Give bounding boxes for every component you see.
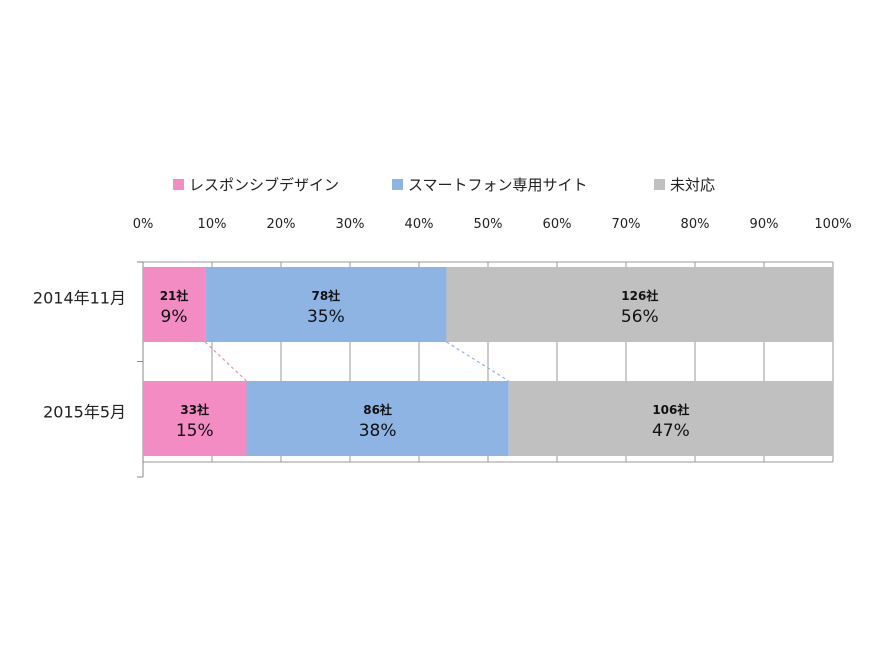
x-tick-label-2: 20% xyxy=(267,217,296,232)
x-tick-label-8: 80% xyxy=(681,217,710,232)
percent-label-2-1: 15% xyxy=(176,421,214,441)
bar-2-1 xyxy=(143,381,247,456)
category-label-2: 2015年5月 xyxy=(43,403,126,422)
bar-1-2 xyxy=(205,267,447,342)
count-label-2-2: 86社 xyxy=(363,402,392,417)
percent-label-1-1: 9% xyxy=(161,307,188,327)
percent-label-2-2: 38% xyxy=(359,421,397,441)
percent-label-1-2: 35% xyxy=(307,307,345,327)
legend-label-1: レスポンシブデザイン xyxy=(189,176,339,194)
x-tick-label-9: 90% xyxy=(750,217,779,232)
x-tick-label-0: 0% xyxy=(133,217,154,232)
percent-label-2-3: 47% xyxy=(652,421,690,441)
legend-swatch-2 xyxy=(392,179,403,190)
x-tick-label-3: 30% xyxy=(336,217,365,232)
bar-2-2 xyxy=(246,381,509,456)
count-label-1-1: 21社 xyxy=(160,288,189,303)
count-label-1-3: 126社 xyxy=(621,288,658,303)
percent-label-1-3: 56% xyxy=(621,307,659,327)
legend-swatch-3 xyxy=(654,179,665,190)
bar-1-3 xyxy=(446,267,833,342)
count-label-1-2: 78社 xyxy=(311,288,340,303)
x-tick-label-7: 70% xyxy=(612,217,641,232)
legend-label-3: 未対応 xyxy=(670,176,715,194)
category-label-1: 2014年11月 xyxy=(33,289,126,308)
x-tick-label-10: 100% xyxy=(814,217,851,232)
x-tick-label-4: 40% xyxy=(405,217,434,232)
x-tick-label-6: 60% xyxy=(543,217,572,232)
legend-swatch-1 xyxy=(173,179,184,190)
count-label-2-1: 33社 xyxy=(180,402,209,417)
x-tick-label-5: 50% xyxy=(474,217,503,232)
bar-2-3 xyxy=(508,381,833,456)
connector-line-2 xyxy=(446,341,510,382)
connector-line-1 xyxy=(204,341,247,382)
x-tick-label-1: 10% xyxy=(198,217,227,232)
legend-label-2: スマートフォン専用サイト xyxy=(408,176,588,194)
count-label-2-3: 106社 xyxy=(652,402,689,417)
bar-1-1 xyxy=(143,267,206,342)
